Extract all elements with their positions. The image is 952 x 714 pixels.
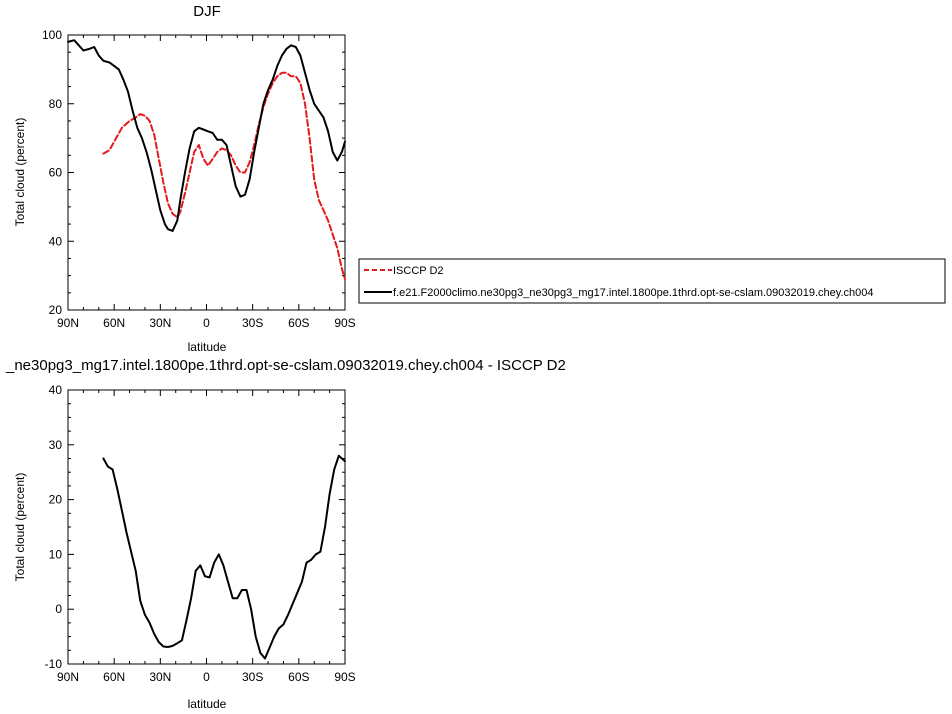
bottom-x-tick-label: 90N — [57, 670, 79, 684]
bottom-x-tick-label: 90S — [334, 670, 355, 684]
top-y-tick-label: 80 — [49, 97, 63, 111]
top-x-tick-label: 0 — [203, 316, 210, 330]
legend-entry-obs: ISCCP D2 — [393, 265, 444, 277]
bottom-x-tick-label: 60N — [103, 670, 125, 684]
bottom-x-axis-label: latitude — [188, 697, 227, 711]
top-y-tick-label: 40 — [49, 234, 63, 248]
bottom-y-tick-label: -10 — [45, 657, 63, 671]
top-x-tick-label: 90S — [334, 316, 355, 330]
top-x-tick-label: 90N — [57, 316, 79, 330]
bottom-y-tick-label: 0 — [55, 602, 62, 616]
bottom-series-line-difference — [102, 454, 346, 660]
bottom-series-layer — [102, 454, 346, 660]
legend-entry-model: f.e21.F2000climo.ne30pg3_ne30pg3_mg17.in… — [393, 287, 873, 299]
top-x-tick-label: 30N — [149, 316, 171, 330]
bottom-x-tick-label: 0 — [203, 670, 210, 684]
top-y-axis-label: Total cloud (percent) — [13, 118, 27, 227]
top-y-tick-label: 100 — [42, 28, 62, 42]
bottom-x-tick-label: 30N — [149, 670, 171, 684]
top-series-line-model — [67, 39, 346, 232]
bottom-y-tick-label: 10 — [49, 547, 63, 561]
bottom-y-tick-label: 20 — [49, 493, 63, 507]
bottom-chart-title: _ne30pg3_mg17.intel.1800pe.1thrd.opt-se-… — [5, 357, 566, 374]
bottom-y-axis-label: Total cloud (percent) — [13, 473, 27, 582]
bottom-axis-ticks: 90N 60N 30N 0 30S 60S 90S -10 0 10 20 30 40 — [45, 383, 356, 684]
top-series-line-obs — [102, 71, 346, 281]
top-x-axis-label: latitude — [188, 340, 227, 354]
top-y-tick-label: 20 — [49, 303, 63, 317]
bottom-x-tick-label: 60S — [288, 670, 309, 684]
top-y-tick-label: 60 — [49, 166, 63, 180]
legend: ISCCP D2 f.e21.F2000climo.ne30pg3_ne30pg… — [358, 258, 946, 304]
legend-box — [358, 258, 946, 304]
top-panel: DJF 90N 60N 30N 0 30S 60S 90S 20 40 60 80 100 latit… — [13, 3, 356, 354]
top-plot-frame — [67, 34, 346, 311]
bottom-x-tick-label: 30S — [242, 670, 263, 684]
top-axis-ticks: 90N 60N 30N 0 30S 60S 90S 20 40 60 80 100 — [42, 28, 356, 330]
bottom-plot-frame — [67, 389, 346, 665]
top-chart-title: DJF — [193, 3, 221, 20]
top-series-layer — [67, 39, 346, 281]
top-x-tick-label: 60N — [103, 316, 125, 330]
top-x-tick-label: 30S — [242, 316, 263, 330]
bottom-y-tick-label: 40 — [49, 383, 63, 397]
bottom-y-tick-label: 30 — [49, 438, 63, 452]
top-x-tick-label: 60S — [288, 316, 309, 330]
bottom-panel: _ne30pg3_mg17.intel.1800pe.1thrd.opt-se-… — [5, 357, 566, 711]
